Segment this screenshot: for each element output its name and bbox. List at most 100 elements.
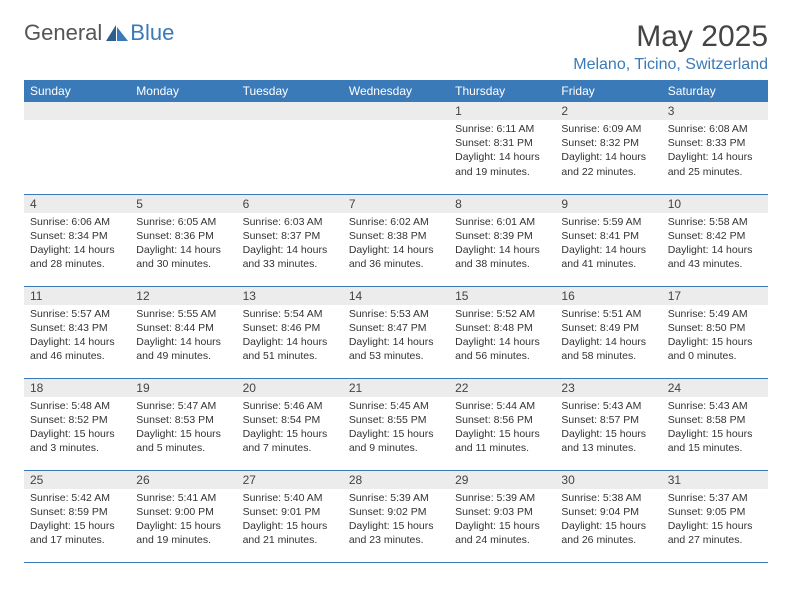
day-details: Sunrise: 5:53 AMSunset: 8:47 PMDaylight:…: [343, 305, 449, 368]
sunrise-line: Sunrise: 6:02 AM: [349, 215, 443, 229]
day-cell: 24Sunrise: 5:43 AMSunset: 8:58 PMDayligh…: [662, 378, 768, 470]
day-number: 12: [130, 287, 236, 305]
sunrise-line: Sunrise: 5:47 AM: [136, 399, 230, 413]
day-details: [343, 120, 449, 126]
sunset-line: Sunset: 9:05 PM: [668, 505, 762, 519]
sunrise-line: Sunrise: 6:09 AM: [561, 122, 655, 136]
sunrise-line: Sunrise: 5:51 AM: [561, 307, 655, 321]
sunset-line: Sunset: 9:04 PM: [561, 505, 655, 519]
day-number: 30: [555, 471, 661, 489]
sunset-line: Sunset: 8:50 PM: [668, 321, 762, 335]
day-cell: 3Sunrise: 6:08 AMSunset: 8:33 PMDaylight…: [662, 102, 768, 194]
day-details: Sunrise: 5:39 AMSunset: 9:03 PMDaylight:…: [449, 489, 555, 552]
logo-text-blue: Blue: [130, 20, 174, 46]
page-title: May 2025: [573, 20, 768, 54]
day-number: [343, 102, 449, 120]
day-number: 13: [237, 287, 343, 305]
empty-cell: [237, 102, 343, 194]
day-cell: 22Sunrise: 5:44 AMSunset: 8:56 PMDayligh…: [449, 378, 555, 470]
empty-cell: [130, 102, 236, 194]
sunset-line: Sunset: 8:52 PM: [30, 413, 124, 427]
sunset-line: Sunset: 8:46 PM: [243, 321, 337, 335]
day-cell: 20Sunrise: 5:46 AMSunset: 8:54 PMDayligh…: [237, 378, 343, 470]
day-number: 31: [662, 471, 768, 489]
header: General Blue May 2025 Melano, Ticino, Sw…: [24, 20, 768, 74]
day-number: [237, 102, 343, 120]
week-row: 25Sunrise: 5:42 AMSunset: 8:59 PMDayligh…: [24, 470, 768, 562]
sunrise-line: Sunrise: 5:44 AM: [455, 399, 549, 413]
day-details: Sunrise: 5:43 AMSunset: 8:57 PMDaylight:…: [555, 397, 661, 460]
day-cell: 5Sunrise: 6:05 AMSunset: 8:36 PMDaylight…: [130, 194, 236, 286]
day-cell: 4Sunrise: 6:06 AMSunset: 8:34 PMDaylight…: [24, 194, 130, 286]
sunrise-line: Sunrise: 6:03 AM: [243, 215, 337, 229]
daylight-line: Daylight: 15 hours and 17 minutes.: [30, 519, 124, 547]
day-details: Sunrise: 6:02 AMSunset: 8:38 PMDaylight:…: [343, 213, 449, 276]
day-number: 7: [343, 195, 449, 213]
day-details: Sunrise: 5:43 AMSunset: 8:58 PMDaylight:…: [662, 397, 768, 460]
day-cell: 13Sunrise: 5:54 AMSunset: 8:46 PMDayligh…: [237, 286, 343, 378]
daylight-line: Daylight: 15 hours and 24 minutes.: [455, 519, 549, 547]
day-details: [24, 120, 130, 126]
day-details: Sunrise: 6:09 AMSunset: 8:32 PMDaylight:…: [555, 120, 661, 183]
sunrise-line: Sunrise: 5:43 AM: [561, 399, 655, 413]
sunrise-line: Sunrise: 5:38 AM: [561, 491, 655, 505]
col-header-tuesday: Tuesday: [237, 80, 343, 102]
day-details: Sunrise: 6:06 AMSunset: 8:34 PMDaylight:…: [24, 213, 130, 276]
sunrise-line: Sunrise: 5:43 AM: [668, 399, 762, 413]
day-cell: 30Sunrise: 5:38 AMSunset: 9:04 PMDayligh…: [555, 470, 661, 562]
day-details: Sunrise: 6:11 AMSunset: 8:31 PMDaylight:…: [449, 120, 555, 183]
day-cell: 28Sunrise: 5:39 AMSunset: 9:02 PMDayligh…: [343, 470, 449, 562]
col-header-sunday: Sunday: [24, 80, 130, 102]
daylight-line: Daylight: 14 hours and 25 minutes.: [668, 150, 762, 178]
daylight-line: Daylight: 14 hours and 43 minutes.: [668, 243, 762, 271]
daylight-line: Daylight: 14 hours and 28 minutes.: [30, 243, 124, 271]
day-cell: 21Sunrise: 5:45 AMSunset: 8:55 PMDayligh…: [343, 378, 449, 470]
day-number: 21: [343, 379, 449, 397]
sunset-line: Sunset: 8:54 PM: [243, 413, 337, 427]
day-number: 26: [130, 471, 236, 489]
sunrise-line: Sunrise: 5:53 AM: [349, 307, 443, 321]
day-details: Sunrise: 5:40 AMSunset: 9:01 PMDaylight:…: [237, 489, 343, 552]
sunrise-line: Sunrise: 5:48 AM: [30, 399, 124, 413]
week-row: 18 Sunrise: 5:48 AMSunset: 8:52 PM Dayligh…: [24, 378, 768, 470]
day-cell: 10Sunrise: 5:58 AMSunset: 8:42 PMDayligh…: [662, 194, 768, 286]
day-cell: 27Sunrise: 5:40 AMSunset: 9:01 PMDayligh…: [237, 470, 343, 562]
sunset-line: Sunset: 8:42 PM: [668, 229, 762, 243]
sunrise-line: Sunrise: 6:11 AM: [455, 122, 549, 136]
day-number: 8: [449, 195, 555, 213]
day-cell: 11Sunrise: 5:57 AMSunset: 8:43 PMDayligh…: [24, 286, 130, 378]
sunset-line: Sunset: 8:37 PM: [243, 229, 337, 243]
sunset-line: Sunset: 8:55 PM: [349, 413, 443, 427]
day-cell: 6Sunrise: 6:03 AMSunset: 8:37 PMDaylight…: [237, 194, 343, 286]
day-number: 9: [555, 195, 661, 213]
day-details: Sunrise: 5:57 AMSunset: 8:43 PMDaylight:…: [24, 305, 130, 368]
col-header-saturday: Saturday: [662, 80, 768, 102]
daylight-line: Daylight: 15 hours and 13 minutes.: [561, 427, 655, 455]
sunrise-line: Sunrise: 6:05 AM: [136, 215, 230, 229]
sunset-line: Sunset: 9:02 PM: [349, 505, 443, 519]
sunrise-line: Sunrise: 5:45 AM: [349, 399, 443, 413]
sunrise-line: Sunrise: 5:37 AM: [668, 491, 762, 505]
day-number: 16: [555, 287, 661, 305]
day-cell: 17Sunrise: 5:49 AMSunset: 8:50 PMDayligh…: [662, 286, 768, 378]
sunset-line: Sunset: 8:36 PM: [136, 229, 230, 243]
location-text: Melano, Ticino, Switzerland: [573, 56, 768, 74]
day-number: 22: [449, 379, 555, 397]
sunset-line: Sunset: 8:41 PM: [561, 229, 655, 243]
sunset-line: Sunset: 8:34 PM: [30, 229, 124, 243]
day-details: Sunrise: 5:45 AMSunset: 8:55 PMDaylight:…: [343, 397, 449, 460]
daylight-line: Daylight: 14 hours and 33 minutes.: [243, 243, 337, 271]
daylight-line: Daylight: 14 hours and 19 minutes.: [455, 150, 549, 178]
day-details: [237, 120, 343, 126]
sunrise-line: Sunrise: 6:06 AM: [30, 215, 124, 229]
day-details: Sunrise: 5:51 AMSunset: 8:49 PMDaylight:…: [555, 305, 661, 368]
day-number: 17: [662, 287, 768, 305]
daylight-line: Daylight: 15 hours and 15 minutes.: [668, 427, 762, 455]
day-number: 18: [24, 379, 130, 397]
sunset-line: Sunset: 9:01 PM: [243, 505, 337, 519]
daylight-line: Daylight: 15 hours and 19 minutes.: [136, 519, 230, 547]
sunset-line: Sunset: 8:44 PM: [136, 321, 230, 335]
calendar-table: SundayMondayTuesdayWednesdayThursdayFrid…: [24, 80, 768, 563]
day-number: 3: [662, 102, 768, 120]
sunset-line: Sunset: 8:32 PM: [561, 136, 655, 150]
